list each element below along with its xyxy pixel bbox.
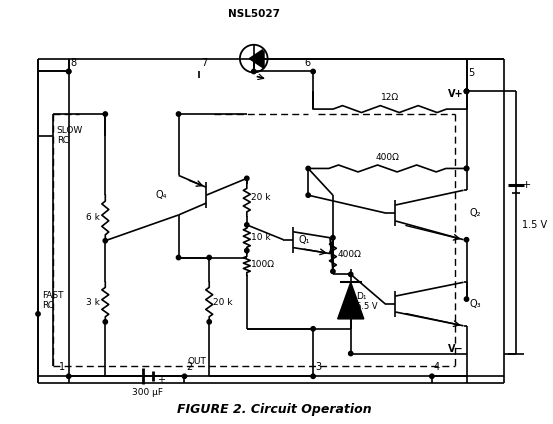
Circle shape [331, 269, 335, 273]
Text: 8: 8 [71, 58, 77, 67]
Text: OUT: OUT [187, 357, 206, 366]
Text: Q₂: Q₂ [469, 208, 481, 218]
Text: 3 k: 3 k [86, 298, 100, 307]
Circle shape [103, 239, 107, 243]
Circle shape [207, 255, 211, 260]
Text: +: + [156, 375, 165, 385]
Text: Q₁: Q₁ [298, 235, 310, 245]
Text: 100Ω: 100Ω [251, 260, 275, 269]
Text: 6: 6 [304, 58, 310, 67]
Text: 12Ω: 12Ω [381, 93, 399, 102]
Circle shape [207, 320, 211, 324]
Circle shape [103, 112, 107, 116]
Text: V−: V− [448, 343, 463, 354]
Circle shape [66, 374, 71, 379]
Text: D₁: D₁ [356, 292, 366, 301]
Circle shape [348, 351, 353, 356]
Text: 5: 5 [468, 68, 474, 78]
Text: 1.5 V: 1.5 V [522, 220, 547, 230]
Circle shape [465, 297, 469, 301]
Text: FIGURE 2. Circuit Operation: FIGURE 2. Circuit Operation [177, 403, 372, 416]
Circle shape [311, 326, 315, 331]
Text: NSL5027: NSL5027 [228, 9, 280, 19]
Text: FAST
RC: FAST RC [42, 290, 64, 310]
Circle shape [465, 89, 469, 93]
Circle shape [311, 69, 315, 74]
Text: 20 k: 20 k [251, 192, 270, 202]
Circle shape [311, 374, 315, 379]
Circle shape [465, 166, 469, 170]
Circle shape [176, 255, 181, 260]
Text: Q₄: Q₄ [155, 190, 166, 200]
Circle shape [252, 69, 256, 74]
Circle shape [465, 89, 469, 93]
Text: 1: 1 [59, 363, 65, 372]
Text: SLOW
RC: SLOW RC [57, 126, 83, 145]
Text: 3: 3 [315, 363, 321, 372]
Circle shape [465, 89, 469, 93]
Circle shape [244, 248, 249, 253]
Circle shape [348, 272, 353, 276]
Circle shape [465, 166, 469, 170]
Text: 6 k: 6 k [86, 213, 100, 223]
Text: 4: 4 [434, 363, 440, 372]
Circle shape [244, 176, 249, 181]
Text: 6.5 V: 6.5 V [356, 302, 377, 311]
Circle shape [430, 374, 434, 379]
Circle shape [465, 237, 469, 242]
Text: Q₃: Q₃ [469, 299, 481, 309]
Text: 400Ω: 400Ω [338, 250, 362, 259]
Circle shape [36, 312, 40, 316]
Text: 400Ω: 400Ω [375, 153, 399, 162]
Circle shape [103, 320, 107, 324]
Circle shape [306, 166, 310, 170]
Circle shape [176, 112, 181, 116]
Text: 10 k: 10 k [251, 233, 270, 242]
Text: 2: 2 [186, 363, 192, 372]
Circle shape [244, 223, 249, 227]
Text: V+: V+ [448, 89, 463, 99]
Circle shape [66, 69, 71, 74]
Circle shape [306, 193, 310, 197]
Circle shape [182, 374, 187, 379]
Text: +: + [522, 180, 531, 190]
Text: 300 μF: 300 μF [132, 388, 163, 397]
Polygon shape [338, 282, 364, 319]
Text: 7: 7 [201, 58, 207, 67]
Circle shape [66, 69, 71, 74]
Text: 20 k: 20 k [213, 298, 233, 307]
Polygon shape [249, 50, 263, 67]
Circle shape [331, 236, 335, 240]
